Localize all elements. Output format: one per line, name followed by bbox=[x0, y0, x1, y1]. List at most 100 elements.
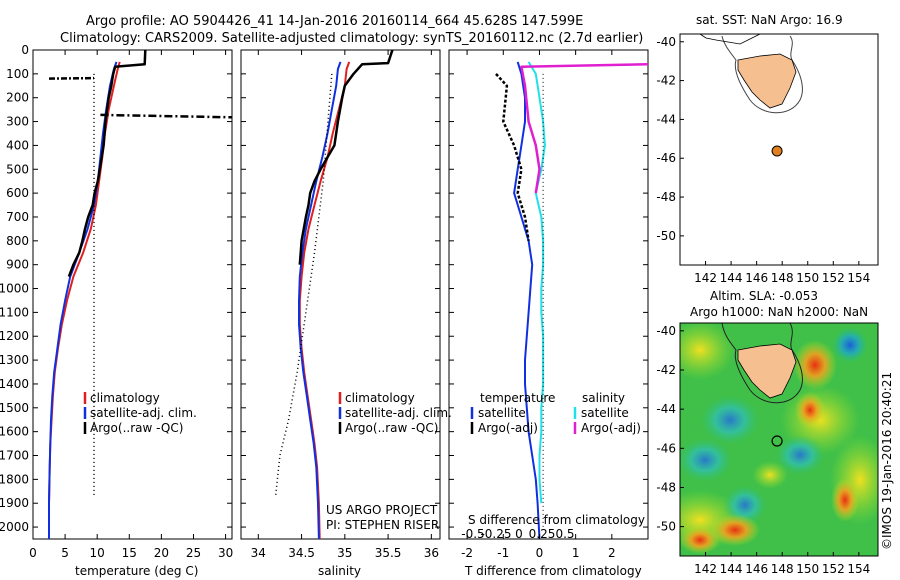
sla-blob bbox=[831, 478, 859, 522]
map-x-tick-label: 142 bbox=[694, 271, 717, 285]
salinity-panel-frame bbox=[240, 49, 441, 540]
legend-argo: Argo(..raw -QC) bbox=[90, 421, 183, 435]
x-tick-label: 35.5 bbox=[375, 546, 402, 560]
legend-climatology: climatology bbox=[90, 391, 160, 405]
sla-map-title: Altim. SLA: -0.053 bbox=[710, 289, 818, 303]
difference-xlabel2: S difference from climatology bbox=[468, 513, 645, 527]
series-climatology bbox=[298, 61, 351, 539]
y-tick-label: 1700 bbox=[0, 449, 29, 463]
y-tick-label: 700 bbox=[6, 210, 29, 224]
y-tick-label: 1200 bbox=[0, 329, 29, 343]
sla-blob bbox=[680, 438, 733, 482]
series-t-argo bbox=[495, 73, 530, 241]
sla-blob bbox=[680, 526, 720, 554]
y-tick-label: 900 bbox=[6, 258, 29, 272]
sst-map-mainland bbox=[699, 33, 761, 45]
map-y-tick-label: -48 bbox=[656, 190, 676, 204]
figure-title-line1: Argo profile: AO 5904426_41 14-Jan-2016 … bbox=[86, 14, 583, 29]
legend-climatology: climatology bbox=[345, 391, 415, 405]
sst-map-shelf-contour bbox=[721, 35, 803, 114]
y-tick-label: 1300 bbox=[0, 353, 29, 367]
x-tick-label: 20 bbox=[154, 546, 169, 560]
temperature-legend: climatology satellite-adj. clim. Argo(..… bbox=[83, 391, 197, 435]
map-x-tick-label: 152 bbox=[822, 562, 845, 576]
legend-salinity-heading: salinity bbox=[582, 391, 625, 405]
project-annotation-line1: US ARGO PROJECT bbox=[326, 503, 438, 517]
y-tick-label: 1100 bbox=[0, 305, 29, 319]
map-x-tick-label: 154 bbox=[847, 271, 870, 285]
x2-tick-label: 0.25 bbox=[529, 527, 556, 541]
legend-t-satellite: satellite bbox=[478, 406, 526, 420]
x-tick-label: 30 bbox=[218, 546, 233, 560]
x-tick-label: 36 bbox=[424, 546, 439, 560]
x-tick-label: 0 bbox=[29, 546, 37, 560]
x-tick-label: 34.5 bbox=[288, 546, 315, 560]
y-tick-label: 300 bbox=[6, 115, 29, 129]
map-y-tick-label: -42 bbox=[656, 74, 676, 88]
temperature-panel-frame bbox=[32, 49, 233, 540]
x-tick-label: 10 bbox=[90, 546, 105, 560]
legend-s-argo: Argo(-adj) bbox=[581, 421, 641, 435]
sla-map-island-outline bbox=[737, 343, 797, 399]
legend-temperature-heading: temperature bbox=[480, 391, 555, 405]
y-tick-label: 1800 bbox=[0, 472, 29, 486]
x-tick-label: 25 bbox=[186, 546, 201, 560]
y-tick-label: 600 bbox=[6, 186, 29, 200]
map-x-tick-label: 150 bbox=[796, 271, 819, 285]
difference-legend: temperature satellite Argo(-adj) salinit… bbox=[470, 391, 641, 435]
map-x-tick-label: 148 bbox=[771, 271, 794, 285]
sla-blob bbox=[793, 340, 837, 390]
sla-blob bbox=[710, 514, 760, 546]
x-tick-label: 2 bbox=[608, 546, 616, 560]
y-tick-label: 1400 bbox=[0, 377, 29, 391]
map-y-tick-label: -46 bbox=[656, 441, 676, 455]
legend-argo: Argo(..raw -QC) bbox=[345, 421, 438, 435]
map-x-tick-label: 144 bbox=[720, 562, 743, 576]
map-x-tick-label: 154 bbox=[847, 562, 870, 576]
legend-t-argo: Argo(-adj) bbox=[478, 421, 538, 435]
x2-tick-label: -0.5 bbox=[461, 527, 484, 541]
y-tick-label: 800 bbox=[6, 234, 29, 248]
sla-blob bbox=[680, 323, 735, 380]
sst-map bbox=[679, 33, 879, 266]
legend-s-satellite: satellite bbox=[581, 406, 629, 420]
series-spike-left bbox=[48, 76, 95, 80]
sla-blob bbox=[832, 327, 868, 363]
x-tick-label: 35 bbox=[337, 546, 352, 560]
x2-tick-label: 0 bbox=[515, 527, 523, 541]
sst-map-island-outline bbox=[737, 53, 797, 109]
x-tick-label: 5 bbox=[61, 546, 69, 560]
y-tick-label: 1000 bbox=[0, 282, 29, 296]
map-y-tick-label: -50 bbox=[656, 229, 676, 243]
map-x-tick-label: 144 bbox=[720, 271, 743, 285]
series-satellite bbox=[298, 61, 342, 539]
map-x-tick-label: 150 bbox=[796, 562, 819, 576]
sst-map-title: sat. SST: NaN Argo: 16.9 bbox=[696, 13, 843, 27]
sla-map-subtitle: Argo h1000: NaN h2000: NaN bbox=[690, 305, 868, 319]
sla-map-shelf-contour bbox=[721, 323, 803, 404]
salinity-xlabel: salinity bbox=[318, 564, 361, 578]
y-tick-label: 500 bbox=[6, 162, 29, 176]
series-argo bbox=[298, 50, 394, 265]
map-y-tick-label: -44 bbox=[656, 112, 676, 126]
map-y-tick-label: -42 bbox=[656, 363, 676, 377]
x2-tick-label: 0.5 bbox=[555, 527, 574, 541]
sla-map-frame bbox=[679, 322, 879, 557]
map-y-tick-label: -40 bbox=[656, 324, 676, 338]
salinity-legend: climatology satellite-adj. clim. Argo(..… bbox=[338, 391, 452, 435]
map-y-tick-label: -46 bbox=[656, 151, 676, 165]
series-clim-dotted bbox=[274, 73, 333, 497]
map-y-tick-label: -50 bbox=[656, 520, 676, 534]
series-t-satellite bbox=[513, 61, 541, 539]
argo-float-marker bbox=[771, 145, 783, 157]
map-y-tick-label: -44 bbox=[656, 402, 676, 416]
x-tick-label: 15 bbox=[122, 546, 137, 560]
legend-satellite: satellite-adj. clim. bbox=[90, 406, 197, 420]
y-tick-label: 1500 bbox=[0, 401, 29, 415]
figure-title-line2: Climatology: CARS2009. Satellite-adjuste… bbox=[60, 31, 643, 46]
x-tick-label: 1 bbox=[572, 546, 580, 560]
difference-panel-frame bbox=[448, 49, 649, 540]
x-tick-label: -2 bbox=[461, 546, 473, 560]
y-tick-label: 1900 bbox=[0, 496, 29, 510]
